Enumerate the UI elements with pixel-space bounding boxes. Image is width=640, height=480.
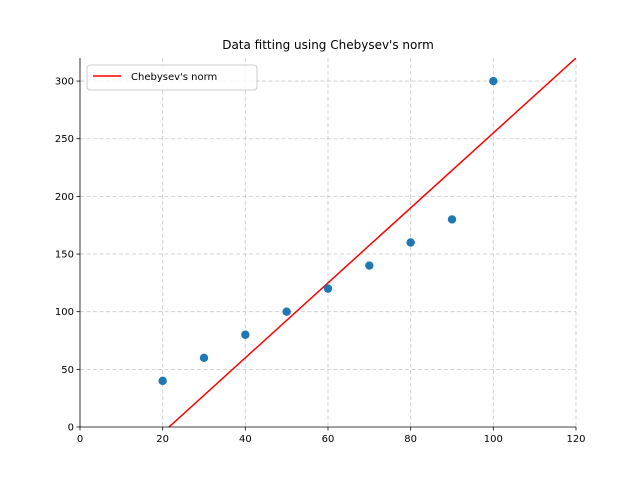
scatter-point — [241, 330, 250, 339]
fit-line — [167, 58, 576, 427]
scatter-point — [199, 353, 209, 363]
x-tick-label: 60 — [322, 434, 335, 445]
x-axis-ticks: 0 20 40 60 80 100 120 — [77, 427, 586, 445]
scatter-point — [323, 284, 333, 293]
scatter-points — [158, 76, 498, 386]
chart-title: Data fitting using Chebysev's norm — [222, 38, 434, 52]
scatter-point — [158, 376, 167, 386]
x-tick-label: 100 — [484, 434, 503, 445]
x-tick-label: 20 — [156, 434, 169, 445]
legend-label: Chebysev's norm — [131, 72, 217, 83]
scatter-point — [282, 307, 291, 316]
y-tick-label: 100 — [55, 307, 74, 318]
fit-line-group — [167, 58, 576, 427]
y-tick-label: 0 — [68, 423, 74, 434]
legend-box — [86, 64, 258, 91]
x-tick-label: 120 — [566, 434, 585, 445]
x-tick-label: 80 — [404, 434, 417, 445]
scatter-point — [447, 215, 457, 224]
y-tick-label: 200 — [55, 192, 74, 203]
scatter-point — [406, 238, 415, 247]
legend: Chebysev's norm — [86, 64, 258, 91]
scatter-point — [489, 76, 498, 86]
y-tick-label: 300 — [55, 77, 74, 88]
y-tick-label: 250 — [55, 134, 74, 145]
y-tick-label: 150 — [55, 250, 74, 261]
y-axis-ticks: 0 50 100 150 200 250 300 — [55, 77, 80, 434]
x-tick-label: 40 — [239, 434, 252, 445]
grid-lines — [80, 58, 577, 427]
scatter-point — [365, 261, 374, 270]
x-tick-label: 0 — [77, 434, 83, 445]
y-tick-label: 50 — [61, 365, 74, 376]
